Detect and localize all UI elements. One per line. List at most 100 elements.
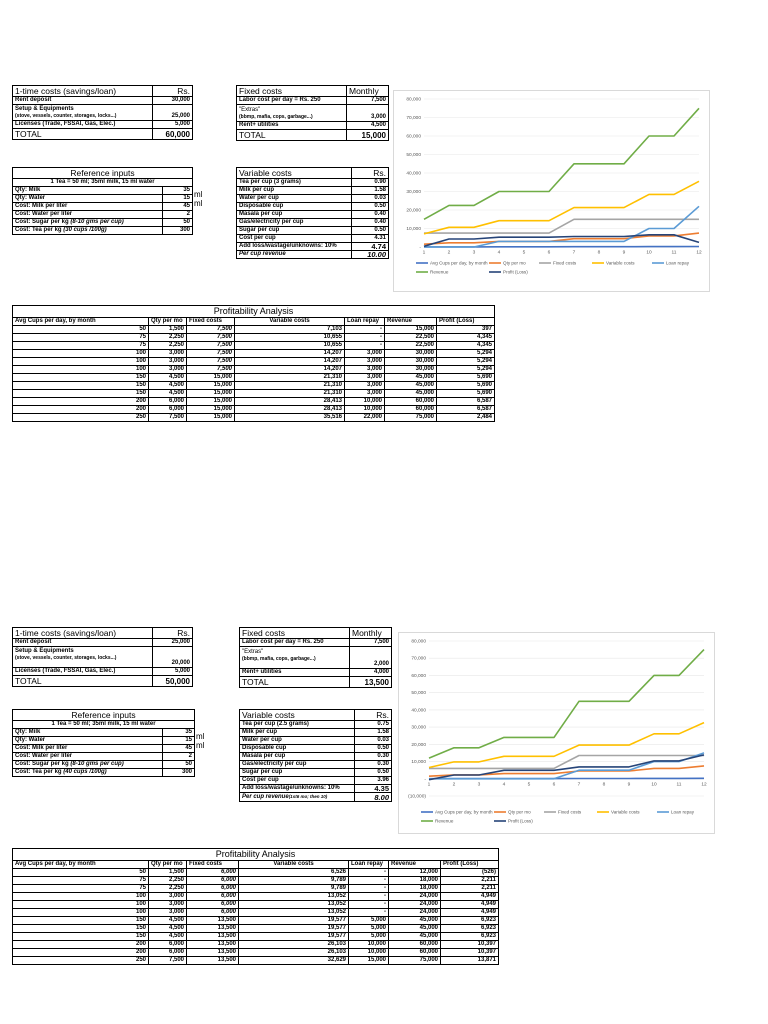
table-cell: 250 (12, 956, 149, 965)
row-value: 35 (161, 728, 196, 737)
row-value: 300 (161, 768, 196, 777)
row-label: Rent deposit (12, 96, 153, 105)
row-label: Milk per cup (239, 728, 355, 737)
table-cell: 200 (12, 397, 149, 406)
table-cell: 35,516 (234, 413, 345, 422)
legend-label: Avg Cups per day, by month (435, 810, 493, 815)
table-cell: 24,000 (388, 892, 441, 901)
table-cell: 10,000 (348, 948, 389, 957)
row-label: Cost per cup (239, 776, 355, 785)
table-cell: 13,500 (186, 932, 239, 941)
total-label: TOTAL (239, 676, 350, 688)
chart-svg: 80,000 70,000 60,000 50,000 40,000 30,000 20,0… (408, 639, 707, 824)
table-cell: 22,500 (384, 333, 437, 342)
table-cell: 21,310 (234, 381, 345, 390)
table-cell: - (348, 884, 389, 893)
table-cell: 15,000 (186, 381, 235, 390)
add-label: Add loss/wastage/unknowns: 10% (239, 784, 355, 793)
x-tick-label: 2 (448, 250, 451, 256)
table-cell: - (344, 325, 385, 334)
table-cell: 5,294 (436, 349, 495, 358)
table-cell: 3,000 (344, 381, 385, 390)
series-line (428, 721, 705, 769)
table-cell: 7,500 (148, 956, 187, 965)
row-value: 15 (161, 736, 196, 745)
table-cell: 10,397 (440, 948, 499, 957)
y-tick-label: 80,000 (406, 97, 421, 103)
table-cell: 3,000 (148, 900, 187, 909)
one-time-title: 1-time costs (savings/loan) (12, 627, 153, 639)
total-value: 13,500 (349, 676, 392, 688)
add-label: Add loss/wastage/unknowns: 10% (236, 242, 352, 251)
row-value: 3.96 (354, 776, 392, 785)
legend-label: Profit (Loss) (503, 270, 528, 275)
legend-label: Qty per mo (503, 261, 526, 266)
table-cell: 26,103 (238, 940, 349, 949)
table-cell: 13,500 (186, 924, 239, 933)
row-label: Qty: Water (12, 194, 163, 203)
table-cell: 1,500 (148, 325, 187, 334)
variable-title: Variable costs (236, 167, 352, 179)
unit-label: ml (196, 732, 205, 741)
row-value: 2,000 (349, 646, 392, 669)
table-cell: 50 (12, 868, 149, 877)
table-cell: 6,000 (186, 908, 239, 917)
table-cell: 4,345 (436, 333, 495, 342)
table-cell: 13,500 (186, 916, 239, 925)
x-tick-label: 1 (428, 781, 431, 787)
series-line (423, 232, 700, 245)
add-value: 4.35 (354, 784, 392, 793)
table-cell: 15,000 (186, 389, 235, 398)
table-cell: 6,587 (436, 405, 495, 414)
table-cell: 2,250 (148, 884, 187, 893)
row-label: Cost: Sugar per kg (15, 761, 69, 768)
table-row: 150 4,500 13,500 19,577 5,000 45,000 6,923 (12, 916, 499, 925)
table-cell: 60,000 (388, 940, 441, 949)
legend-label: Variable costs (611, 810, 640, 815)
row-value: 0.50 (351, 226, 389, 235)
table-cell: - (348, 892, 389, 901)
legend-label: Fixed costs (553, 261, 577, 266)
row-label: "Extras" (242, 649, 264, 655)
row-label: Cost: Milk per liter (12, 744, 163, 753)
row-label: Cost: Sugar per kg (15, 219, 69, 226)
row-label: Qty: Water (12, 736, 163, 745)
reference-subtitle: 1 Tea = 50 ml; 35ml milk, 15 ml water (11, 178, 194, 187)
table-cell: - (348, 868, 389, 877)
unit-label: ml (194, 190, 203, 199)
table-cell: 6,000 (148, 397, 187, 406)
series-line (423, 107, 700, 220)
table-cell: 3,000 (148, 892, 187, 901)
row-label: Labor cost per day = Rs. 250 (236, 96, 347, 105)
row-label: Cost: Tea per kg (15, 227, 62, 234)
table-cell: 2,484 (436, 413, 495, 422)
chart-bottom: 80,000 70,000 60,000 50,000 40,000 30,000 20,0… (398, 632, 715, 834)
table-cell: 5,294 (436, 365, 495, 374)
table-cell: 150 (12, 381, 149, 390)
table-cell: 30,000 (384, 357, 437, 366)
table-cell: 13,052 (238, 892, 349, 901)
table-cell: 100 (12, 349, 149, 358)
table-cell: 200 (12, 405, 149, 414)
row-label: Rent deposit (12, 638, 153, 647)
x-tick-label: 3 (473, 250, 476, 256)
row-label: Disposable cup (239, 744, 355, 753)
series-line (423, 180, 700, 235)
table-cell: 75,000 (388, 956, 441, 965)
table-cell: 15,000 (186, 405, 235, 414)
y-tick-label: 50,000 (411, 690, 426, 696)
x-tick-label: 11 (672, 250, 677, 256)
y-tick-label: 30,000 (406, 189, 421, 195)
table-cell: 45,000 (388, 932, 441, 941)
table-cell: 3,000 (344, 389, 385, 398)
table-cell: 28,413 (234, 405, 345, 414)
row-note: (stove, vessels, counter, storages, lock… (15, 654, 117, 661)
table-cell: 22,000 (344, 413, 385, 422)
table-cell: 75 (12, 884, 149, 893)
table-cell: 5,000 (348, 924, 389, 933)
table-cell: 10,000 (348, 940, 389, 949)
row-label: Gas/electricity per cup (239, 760, 355, 769)
row-value: 1.58 (351, 186, 389, 195)
x-tick-label: 10 (651, 781, 657, 787)
table-cell: 9,789 (238, 876, 349, 885)
